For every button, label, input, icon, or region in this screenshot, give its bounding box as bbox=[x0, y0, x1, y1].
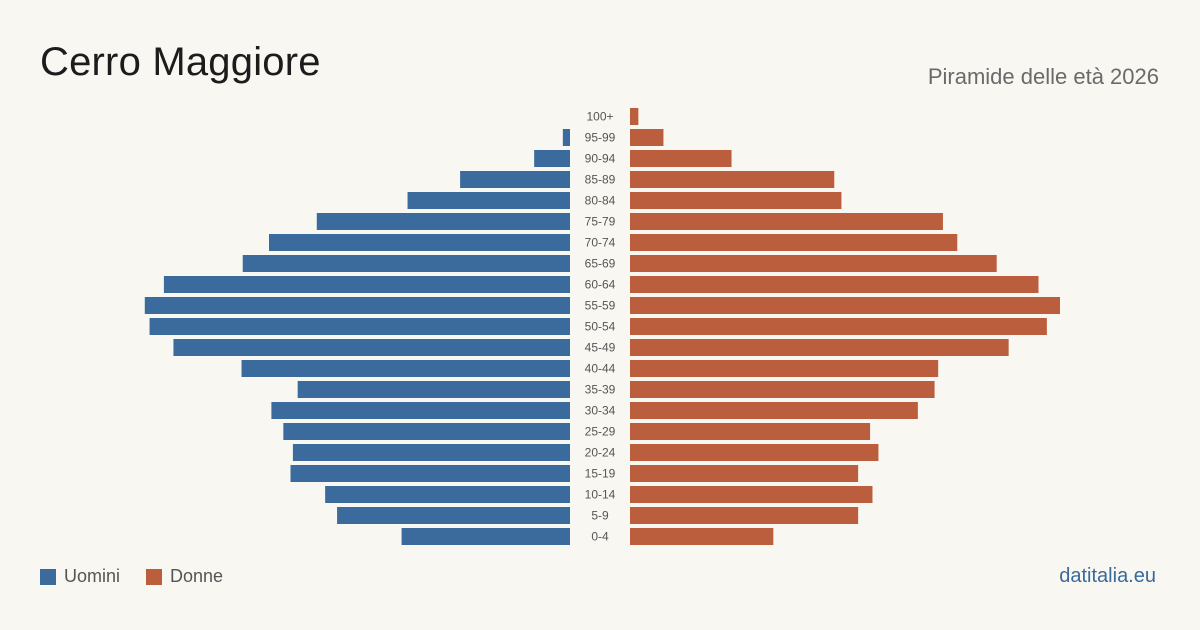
bar-men-60-64 bbox=[163, 276, 570, 293]
bar-women-90-94 bbox=[630, 150, 732, 167]
bar-women-45-49 bbox=[630, 339, 1009, 356]
bar-women-40-44 bbox=[630, 360, 939, 377]
age-label-100plus: 100+ bbox=[586, 110, 613, 124]
legend-label-men: Uomini bbox=[64, 566, 121, 586]
age-label-75-79: 75-79 bbox=[585, 215, 616, 229]
bar-women-55-59 bbox=[630, 297, 1060, 314]
bar-women-100plus bbox=[630, 108, 639, 125]
bar-men-20-24 bbox=[292, 444, 570, 461]
bar-men-25-29 bbox=[283, 423, 570, 440]
legend-label-women: Donne bbox=[170, 566, 224, 586]
bar-men-85-89 bbox=[460, 171, 570, 188]
bar-women-50-54 bbox=[630, 318, 1047, 335]
age-label-35-39: 35-39 bbox=[585, 383, 616, 397]
bar-women-60-64 bbox=[630, 276, 1039, 293]
age-labels-group: 100+ 95-99 90-94 85-89 80-84 75-79 70-74 65-69 6… bbox=[585, 110, 616, 544]
age-label-5-9: 5-9 bbox=[591, 509, 609, 523]
age-label-10-14: 10-14 bbox=[585, 488, 616, 502]
bar-men-10-14 bbox=[325, 486, 570, 503]
women-bars-group bbox=[630, 108, 1060, 545]
bar-men-5-9 bbox=[337, 507, 570, 524]
bar-women-85-89 bbox=[630, 171, 835, 188]
age-label-80-84: 80-84 bbox=[585, 194, 616, 208]
age-label-60-64: 60-64 bbox=[585, 278, 616, 292]
age-label-0-4: 0-4 bbox=[591, 530, 609, 544]
age-label-40-44: 40-44 bbox=[585, 362, 616, 376]
bar-women-10-14 bbox=[630, 486, 873, 503]
bar-men-50-54 bbox=[149, 318, 571, 335]
bar-women-80-84 bbox=[630, 192, 842, 209]
age-label-45-49: 45-49 bbox=[585, 341, 616, 355]
age-label-25-29: 25-29 bbox=[585, 425, 616, 439]
legend-item-men: Uomini bbox=[40, 566, 120, 587]
bar-women-20-24 bbox=[630, 444, 879, 461]
bar-women-65-69 bbox=[630, 255, 997, 272]
bar-men-95-99 bbox=[562, 129, 570, 146]
bar-men-30-34 bbox=[271, 402, 570, 419]
age-label-55-59: 55-59 bbox=[585, 299, 616, 313]
age-label-50-54: 50-54 bbox=[585, 320, 616, 334]
age-label-95-99: 95-99 bbox=[585, 131, 616, 145]
bar-women-30-34 bbox=[630, 402, 918, 419]
bar-men-65-69 bbox=[242, 255, 570, 272]
bar-men-80-84 bbox=[407, 192, 570, 209]
legend: Uomini Donne bbox=[40, 566, 249, 587]
bar-men-70-74 bbox=[269, 234, 570, 251]
chart-subtitle: Piramide delle età 2026 bbox=[927, 64, 1159, 89]
bar-men-40-44 bbox=[241, 360, 570, 377]
age-label-70-74: 70-74 bbox=[585, 236, 616, 250]
bar-men-0-4 bbox=[401, 528, 570, 545]
bar-men-45-49 bbox=[173, 339, 570, 356]
source-link[interactable]: datitalia.eu bbox=[1059, 565, 1156, 587]
age-label-90-94: 90-94 bbox=[585, 152, 616, 166]
bar-women-25-29 bbox=[630, 423, 871, 440]
age-label-15-19: 15-19 bbox=[585, 467, 616, 481]
age-label-20-24: 20-24 bbox=[585, 446, 616, 460]
bar-women-15-19 bbox=[630, 465, 859, 482]
bar-men-75-79 bbox=[316, 213, 570, 230]
legend-swatch-women bbox=[146, 568, 163, 585]
bar-women-0-4 bbox=[630, 528, 774, 545]
bar-women-95-99 bbox=[630, 129, 664, 146]
bar-women-75-79 bbox=[630, 213, 943, 230]
men-bars-group bbox=[144, 129, 571, 545]
age-label-85-89: 85-89 bbox=[585, 173, 616, 187]
bar-women-5-9 bbox=[630, 507, 859, 524]
age-label-65-69: 65-69 bbox=[585, 257, 616, 271]
legend-item-women: Donne bbox=[146, 566, 223, 587]
legend-swatch-men bbox=[40, 568, 56, 585]
bar-men-15-19 bbox=[290, 465, 570, 482]
page-title: Cerro Maggiore bbox=[40, 40, 321, 84]
bar-women-35-39 bbox=[630, 381, 935, 398]
age-label-30-34: 30-34 bbox=[585, 404, 616, 418]
bar-women-70-74 bbox=[630, 234, 958, 251]
bar-men-55-59 bbox=[144, 297, 570, 314]
bar-men-90-94 bbox=[534, 150, 570, 167]
bar-men-35-39 bbox=[297, 381, 570, 398]
